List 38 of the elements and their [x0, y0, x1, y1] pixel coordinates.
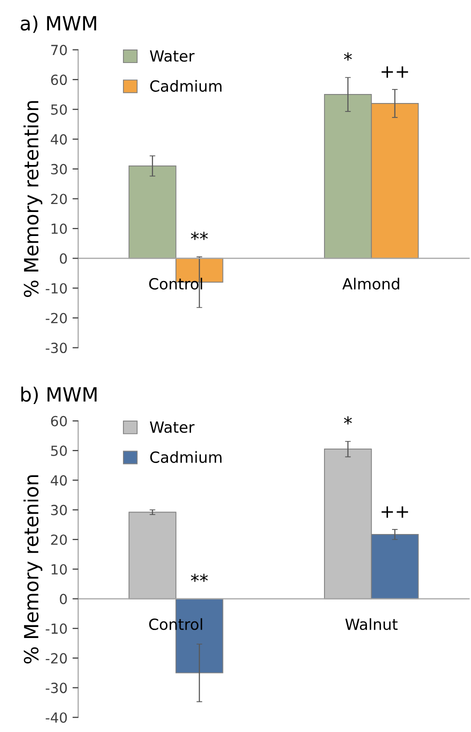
legend-label: Cadmium: [150, 80, 222, 92]
x-tick-label: Walnut: [345, 618, 398, 630]
legend-label: Cadmium: [150, 451, 222, 463]
y-tick-label: -30: [46, 342, 67, 354]
annotation: ++: [382, 506, 408, 518]
legend-label: Water: [150, 50, 195, 62]
y-tick-label: -10: [46, 283, 67, 294]
y-tick-label: -20: [46, 312, 67, 324]
annotation: **: [190, 232, 208, 240]
y-tick-label: 0: [60, 253, 67, 264]
y-axis-title: % Memory retenion: [23, 475, 42, 664]
chart-title: b) MWM: [21, 386, 97, 404]
annotation: **: [190, 574, 208, 582]
y-tick-label: -10: [46, 623, 67, 634]
annotation: ++: [382, 66, 408, 78]
y-tick-label: -40: [46, 712, 67, 723]
y-tick-label: 20: [51, 534, 67, 545]
y-tick-label: 20: [51, 194, 67, 204]
y-tick-label: 50: [51, 446, 67, 456]
y-tick-label: -30: [46, 682, 67, 694]
y-tick-label: 40: [50, 475, 67, 486]
y-tick-label: 10: [52, 564, 67, 575]
y-tick-label: -20: [46, 653, 67, 664]
y-axis-title: % Memory retention: [23, 101, 42, 297]
y-tick-label: 70: [51, 44, 67, 56]
y-tick-label: 40: [50, 134, 67, 145]
y-tick-label: 50: [51, 104, 67, 115]
annotation: *: [344, 52, 352, 61]
y-tick-label: 10: [52, 224, 67, 234]
x-tick-label: Almond: [342, 278, 400, 290]
chart-title: a) MWM: [20, 16, 96, 33]
y-tick-label: 30: [51, 504, 67, 516]
y-tick-label: 60: [51, 416, 67, 426]
legend-label: Water: [150, 422, 195, 433]
y-tick-label: 30: [51, 164, 67, 174]
y-tick-label: 60: [51, 74, 67, 86]
annotation: *: [344, 416, 352, 425]
y-tick-label: 0: [60, 594, 67, 604]
